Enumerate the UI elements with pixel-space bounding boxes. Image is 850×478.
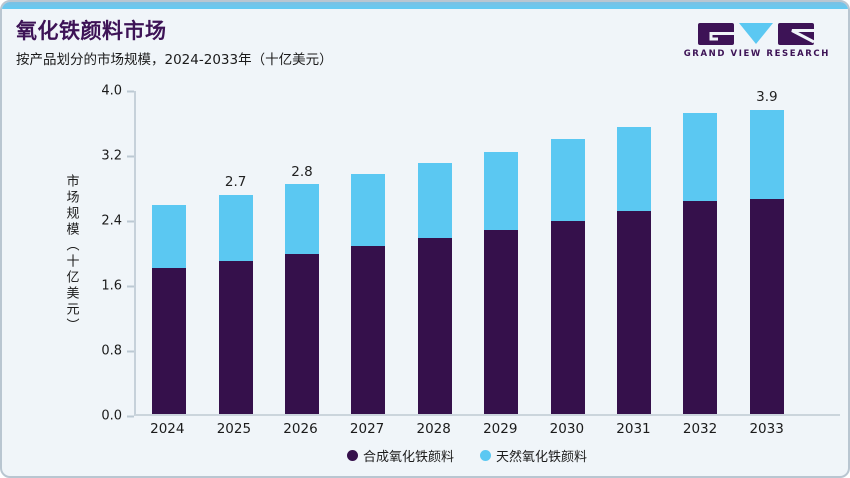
x-axis-label-2026: 2026: [283, 421, 318, 437]
bar-2029: [468, 91, 534, 414]
bar-segment-synthetic: [152, 267, 187, 414]
y-tick: 2.4: [101, 214, 134, 229]
bar-value-label: 3.9: [756, 89, 778, 105]
bar-2033: 3.9: [734, 89, 800, 414]
bar-segment-synthetic: [484, 229, 519, 414]
bar-segment-synthetic: [351, 245, 386, 414]
y-tick-mark: [127, 220, 134, 222]
x-axis-label-2027: 2027: [349, 421, 385, 437]
bar-2024: [136, 91, 202, 414]
y-tick: 4.0: [101, 84, 134, 99]
y-tick-mark: [127, 350, 134, 352]
y-tick: 0.8: [101, 344, 134, 359]
bar-segment-natural: [417, 162, 452, 238]
bar-segment-natural: [749, 109, 784, 199]
y-axis-title: 市场规模（十亿美元）: [63, 173, 79, 334]
legend-item: 合成氧化铁颜料: [346, 446, 454, 465]
x-axis-label-2028: 2028: [416, 421, 451, 437]
y-tick-mark: [127, 90, 134, 92]
bar-segment-natural: [351, 173, 386, 246]
bar-segment-synthetic: [683, 201, 718, 414]
bar-segment-synthetic: [617, 210, 652, 414]
x-axis-label-2029: 2029: [483, 421, 518, 437]
y-tick: 0.0: [101, 409, 134, 424]
y-tick-label: 0.8: [101, 343, 122, 359]
bar-2030: [534, 91, 600, 414]
y-axis-title-wrap: 市场规模（十亿美元）: [60, 91, 82, 416]
bar-segment-synthetic: [285, 253, 320, 414]
x-axis-label-2024: 2024: [150, 421, 185, 437]
bar-2028: [402, 91, 468, 414]
bar-2032: [667, 91, 733, 414]
bar-series-container: 2.7 2.8 3.9: [136, 89, 800, 414]
y-tick: 1.6: [101, 279, 134, 294]
bar-segment-natural: [683, 113, 718, 202]
bar-segment-natural: [550, 139, 585, 221]
x-axis-label-2032: 2032: [682, 421, 718, 437]
bar-segment-synthetic: [417, 237, 452, 414]
y-tick-mark: [127, 285, 134, 287]
chart-subtitle: 按产品划分的市场规模，2024-2033年（十亿美元）: [16, 52, 333, 69]
gvr-logo: GRAND VIEW RESEARCH: [684, 23, 830, 59]
top-accent-bar: [2, 2, 848, 9]
bar-segment-natural: [152, 205, 187, 268]
bar-2031: [601, 91, 667, 414]
gvr-logo-icon: [697, 23, 815, 45]
bar-segment-synthetic: [550, 220, 585, 414]
x-axis-label-2025: 2025: [216, 421, 252, 437]
bar-segment-natural: [484, 152, 519, 230]
x-axis-labels: 2024 2025 2026 2027 2028 2029 2030 2031 2032 2033: [134, 421, 800, 437]
x-axis-label-2031: 2031: [616, 421, 651, 437]
legend-item: 天然氧化铁颜料: [480, 446, 587, 465]
legend-dot-icon: [480, 450, 491, 461]
header-titles: 氧化铁颜料市场 按产品划分的市场规模，2024-2033年（十亿美元）: [16, 19, 333, 68]
y-tick-label: 1.6: [101, 278, 122, 294]
header: 氧化铁颜料市场 按产品划分的市场规模，2024-2033年（十亿美元） GRAN…: [2, 9, 848, 68]
legend-label: 合成氧化铁颜料: [362, 450, 454, 465]
y-tick-label: 2.4: [101, 213, 122, 229]
bar-segment-synthetic: [749, 198, 784, 414]
y-tick-label: 4.0: [101, 83, 122, 99]
legend: 合成氧化铁颜料 天然氧化铁颜料: [134, 446, 800, 465]
bar-2025: 2.7: [202, 91, 268, 414]
y-tick-label: 3.2: [101, 148, 122, 164]
bar-value-label: 2.7: [224, 174, 247, 191]
bar-value-label: 2.8: [291, 163, 313, 180]
gvr-logo-text: GRAND VIEW RESEARCH: [683, 49, 830, 59]
y-tick-label: 0.0: [101, 408, 122, 424]
x-axis-label-2030: 2030: [549, 421, 585, 437]
legend-dot-icon: [346, 450, 358, 461]
y-tick-mark: [127, 155, 134, 157]
y-tick: 3.2: [101, 149, 134, 164]
y-axis: 0.0 0.8 1.6 2.4 3.2 4.0: [2, 84, 134, 424]
x-axis-label-2033: 2033: [749, 421, 784, 437]
bar-segment-synthetic: [218, 261, 253, 414]
plot-area: 2.7 2.8 3.9: [134, 89, 840, 416]
bar-segment-natural: [617, 127, 652, 211]
page-title: 氧化铁颜料市场: [16, 19, 167, 43]
y-tick-mark: [127, 415, 134, 417]
bar-2027: [335, 91, 401, 414]
bar-segment-natural: [218, 194, 253, 262]
bar-2026: 2.8: [269, 91, 335, 414]
bar-segment-natural: [285, 184, 320, 254]
legend-label: 天然氧化铁颜料: [496, 450, 588, 465]
